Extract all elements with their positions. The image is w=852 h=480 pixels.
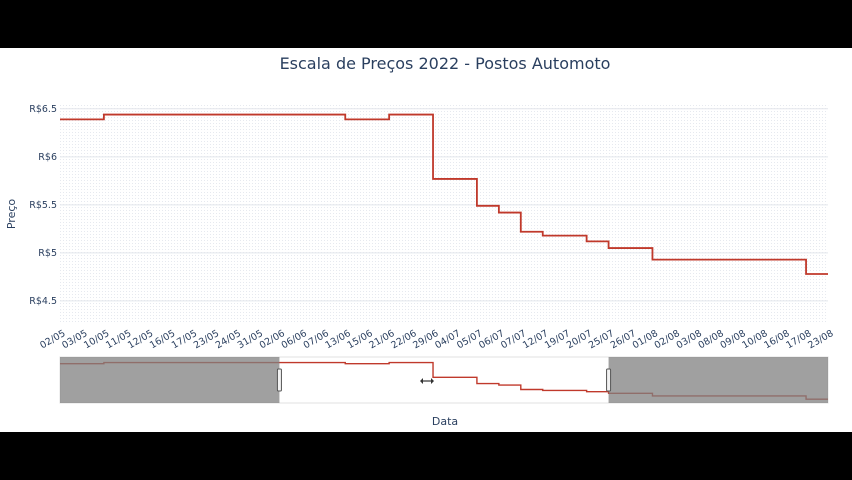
x-tick-label: 23/08 — [806, 328, 835, 351]
plot-area[interactable] — [60, 104, 828, 323]
y-tick-label: R$6.5 — [29, 104, 57, 115]
range-slider-handle-left[interactable] — [276, 368, 282, 392]
series-line[interactable] — [60, 113, 828, 275]
price-chart: Escala de Preços 2022 - Postos Automoto … — [5, 54, 836, 428]
range-slider[interactable] — [59, 356, 829, 404]
series-group[interactable] — [60, 113, 828, 275]
chart-title: Escala de Preços 2022 - Postos Automoto — [280, 54, 611, 73]
grid-lines — [60, 108, 828, 302]
y-tick-label: R$6 — [38, 152, 57, 163]
y-tick-label: R$4.5 — [29, 296, 57, 307]
range-slider-handle-right[interactable] — [606, 368, 612, 392]
x-axis-ticks: 02/0503/0510/0511/0512/0516/0517/0523/05… — [38, 328, 835, 351]
x-axis-title: Data — [432, 415, 458, 428]
y-axis-title: Preço — [5, 199, 18, 230]
chart-container: Escala de Preços 2022 - Postos Automoto … — [0, 48, 852, 432]
y-axis-ticks: R$4.5 R$5 R$5.5 R$6 R$6.5 — [29, 104, 57, 307]
range-slider-mask-right — [608, 357, 828, 403]
range-slider-mask-left — [60, 357, 280, 403]
drag-cursor-icon — [420, 378, 434, 384]
y-tick-label: R$5.5 — [29, 200, 57, 211]
y-tick-label: R$5 — [38, 248, 57, 259]
